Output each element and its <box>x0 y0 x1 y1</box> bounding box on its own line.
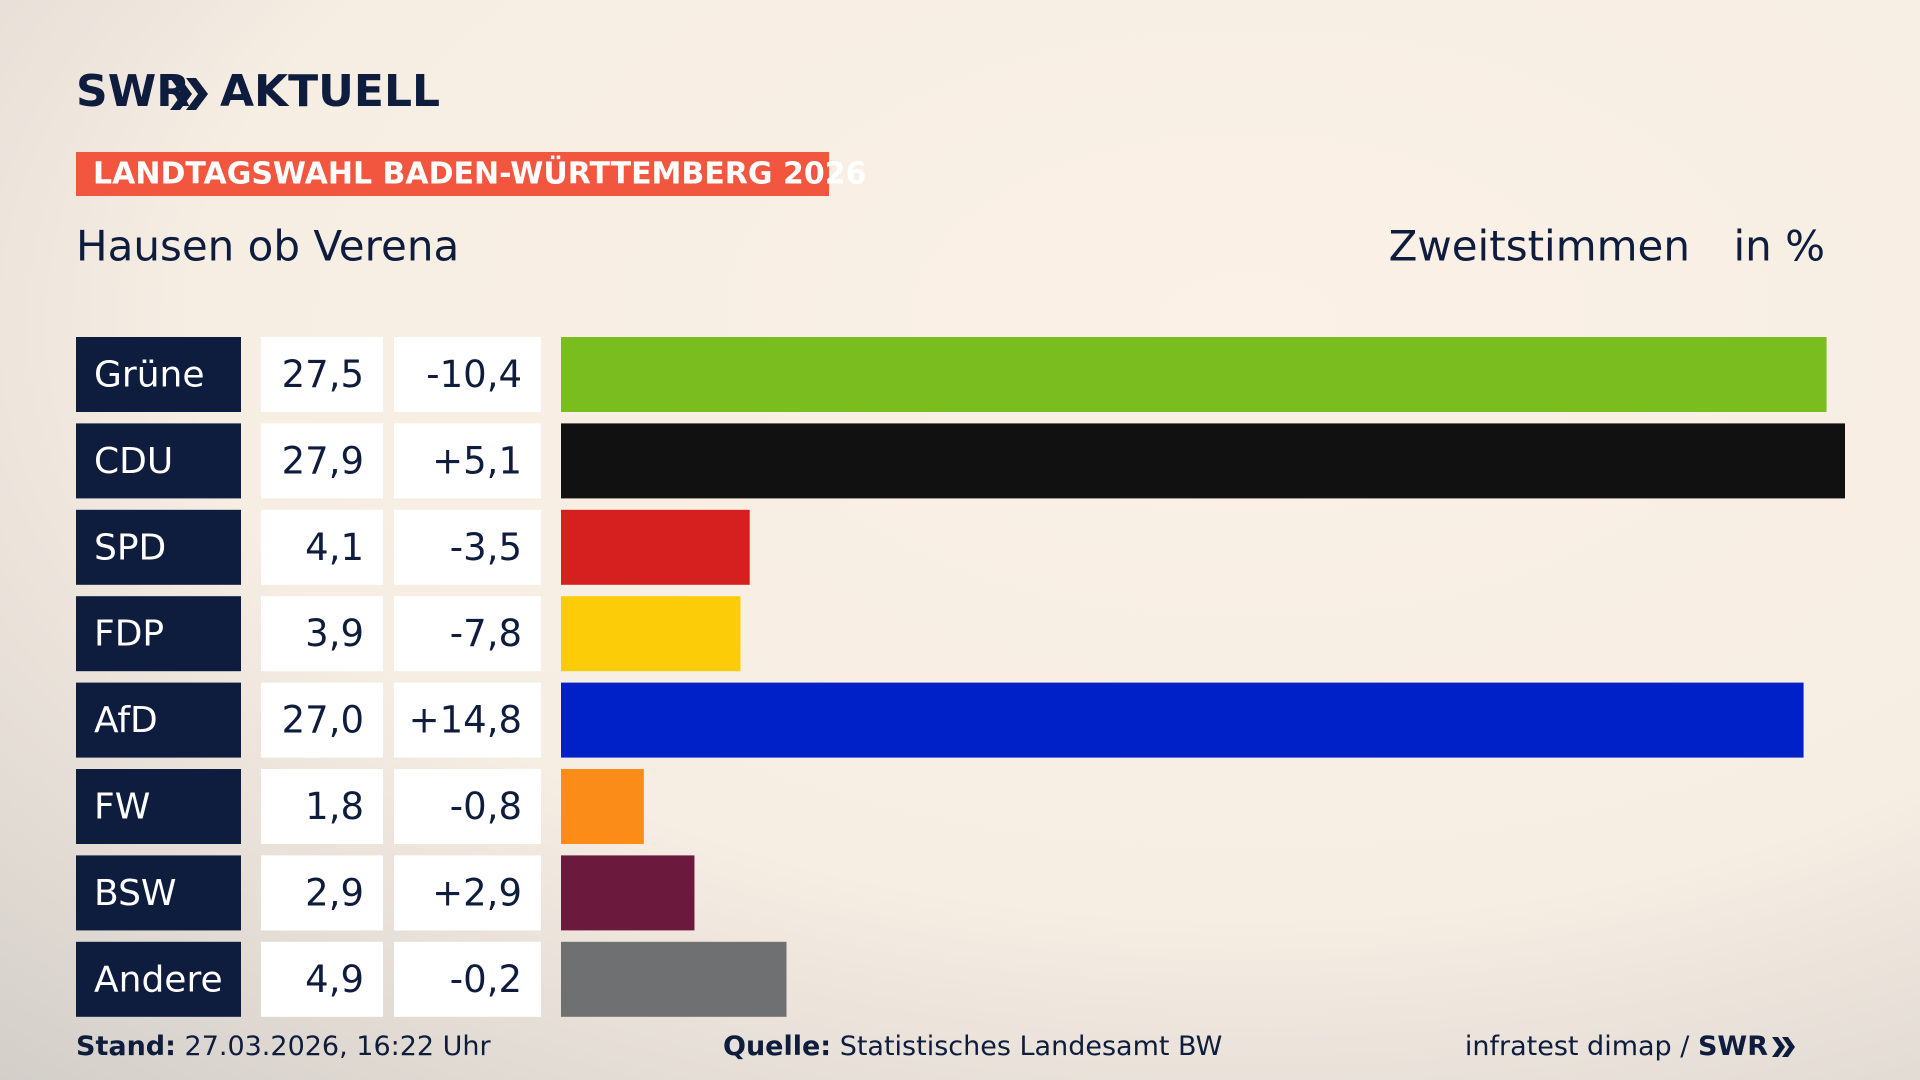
change-box <box>394 941 541 1017</box>
footer-date-value: 27.03.2026, 16:22 Uhr <box>185 1031 492 1062</box>
bar <box>561 769 644 844</box>
party-box <box>76 855 241 931</box>
party-label: Andere <box>94 959 223 1000</box>
chart-title: LANDTAGSWAHL BADEN-WÜRTTEMBERG 2026 <box>93 155 866 192</box>
value-label: 27,9 <box>282 439 364 482</box>
party-box <box>76 769 241 844</box>
brand-name: SWR <box>76 66 190 117</box>
footer-credit-text: infratest dimap / <box>1465 1031 1690 1062</box>
change-box <box>394 337 541 412</box>
change-box <box>394 682 541 758</box>
value-box <box>261 769 383 844</box>
party-label: BSW <box>94 873 177 914</box>
change-label: -0,8 <box>450 785 522 828</box>
footer-date: Stand: 27.03.2026, 16:22 Uhr <box>76 1031 492 1062</box>
value-box <box>261 941 383 1017</box>
value-label: 27,0 <box>282 699 364 742</box>
change-label: -0,2 <box>450 958 522 1001</box>
rows: Grüne 27,5 -10,4 CDU 27,9 +5,1 SPD 4,1 -3,5 FDP 3,… <box>76 337 1845 1017</box>
party-box <box>76 941 241 1017</box>
bar <box>561 596 741 672</box>
change-label: +2,9 <box>432 871 522 914</box>
value-label: 27,5 <box>282 353 364 396</box>
party-box <box>76 423 241 499</box>
brand-chevrons <box>170 78 208 110</box>
value-label: 4,1 <box>305 526 364 569</box>
change-box <box>394 509 541 585</box>
change-label: +5,1 <box>432 439 522 482</box>
party-label: FW <box>94 787 150 828</box>
bar <box>561 337 1827 412</box>
party-box <box>76 682 241 758</box>
party-label: AfD <box>94 700 158 741</box>
footer-credit: infratest dimap / SWR <box>1465 1031 1768 1062</box>
bar <box>561 855 695 931</box>
party-label: Grüne <box>94 355 204 396</box>
value-box <box>261 337 383 412</box>
bar <box>561 941 787 1017</box>
value-box <box>261 682 383 758</box>
change-label: -3,5 <box>450 526 522 569</box>
value-box <box>261 596 383 672</box>
footer-credit-brand: SWR <box>1698 1031 1768 1062</box>
bar <box>561 423 1845 499</box>
change-label: -7,8 <box>450 612 522 655</box>
value-label: 3,9 <box>305 612 364 655</box>
value-box <box>261 423 383 499</box>
value-box <box>261 855 383 931</box>
footer-source-value: Statistisches Landesamt BW <box>840 1031 1223 1062</box>
change-box <box>394 855 541 931</box>
party-label: CDU <box>94 441 173 482</box>
footer-source-label: Quelle: <box>723 1031 831 1062</box>
title-banner <box>76 152 829 196</box>
bar <box>561 682 1804 758</box>
change-box <box>394 596 541 672</box>
change-box <box>394 769 541 844</box>
value-label: 2,9 <box>305 871 364 914</box>
change-label: +14,8 <box>409 699 522 742</box>
footer-date-label: Stand: <box>76 1031 176 1062</box>
party-box <box>76 596 241 672</box>
chart-subtitle: Hausen ob Verena <box>76 222 459 271</box>
party-box <box>76 337 241 412</box>
value-box <box>261 509 383 585</box>
change-box <box>394 423 541 499</box>
footer-source: Quelle: Statistisches Landesamt BW <box>723 1031 1222 1062</box>
brand-product: AKTUELL <box>220 66 440 117</box>
party-label: SPD <box>94 527 166 568</box>
party-box <box>76 509 241 585</box>
value-label: 1,8 <box>305 785 364 828</box>
bar <box>561 509 750 585</box>
change-label: -10,4 <box>426 353 522 396</box>
unit-label: in % <box>1733 222 1825 271</box>
footer-chevrons <box>1772 1037 1795 1057</box>
value-title: Zweitstimmen <box>1389 222 1690 271</box>
party-label: FDP <box>94 614 164 655</box>
value-label: 4,9 <box>305 958 364 1001</box>
